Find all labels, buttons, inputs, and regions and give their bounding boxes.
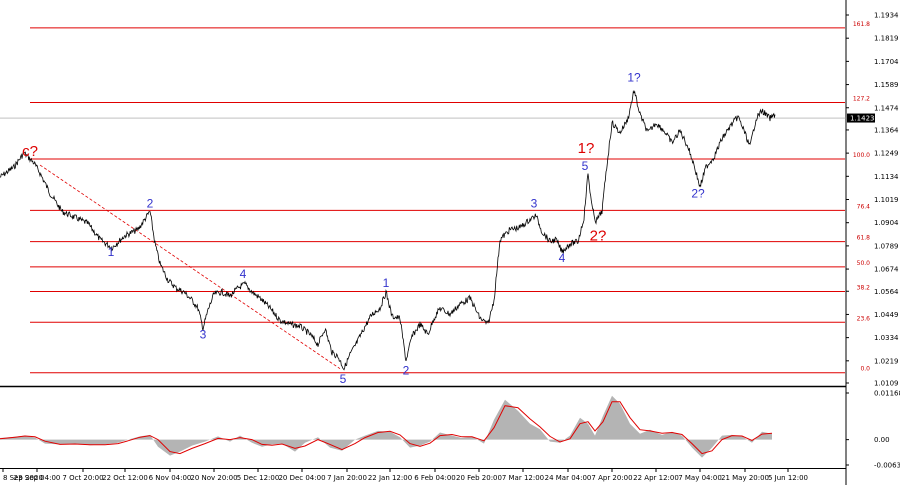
time-tick-label: 20 Nov 20:00 <box>190 474 237 482</box>
time-tick-label: 6 Nov 04:00 <box>149 474 192 482</box>
wave-label: 5 <box>340 372 347 386</box>
wave-label: 1? <box>578 140 595 157</box>
wave-label: 2? <box>590 228 607 245</box>
current-price-box <box>847 113 875 123</box>
fib-level-label: 23.6 <box>857 315 871 322</box>
trend-line <box>39 164 341 370</box>
price-tick-label: 1.1589 <box>874 81 899 89</box>
wave-label: 3 <box>200 327 207 341</box>
time-tick-label: 7 Mar 12:00 <box>502 474 544 482</box>
price-tick-label: 1.0219 <box>874 357 899 365</box>
fib-level-label: 161.8 <box>853 21 870 28</box>
indicator-pane: 0.01168 0.00 -0.00635 <box>0 390 900 470</box>
time-tick-label: 20 Dec 04:00 <box>278 474 325 482</box>
price-tick-label: 1.1819 <box>874 35 899 43</box>
fib-level-label: 50.0 <box>857 260 871 267</box>
price-tick-label: 1.0334 <box>874 334 899 342</box>
fib-level-label: 100.0 <box>853 152 870 159</box>
price-tick-label: 1.1364 <box>874 126 899 134</box>
time-tick-label: 23 Sep 04:00 <box>14 474 61 482</box>
wave-label: 3 <box>531 196 538 210</box>
fib-level-label: 38.2 <box>857 284 871 291</box>
wave-label: c? <box>22 143 38 160</box>
fib-level-label: 61.8 <box>857 235 871 242</box>
time-tick-label: 7 May 04:00 <box>678 474 722 482</box>
time-tick-label: 22 Apr 12:00 <box>633 474 679 482</box>
fib-level-label: 0.0 <box>860 366 870 373</box>
wave-label: 1? <box>627 70 641 84</box>
wave-label: 2 <box>147 196 154 210</box>
fib-level-label: 127.2 <box>853 96 870 103</box>
wave-label: 1 <box>108 245 115 259</box>
price-series-line <box>0 90 776 371</box>
price-tick-label: 1.0109 <box>874 380 899 388</box>
price-tick-label: 1.0449 <box>874 311 899 319</box>
time-tick-label: 7 Oct 20:00 <box>62 474 103 482</box>
price-tick-label: 1.1019 <box>874 196 899 204</box>
time-tick-label: 22 Oct 12:00 <box>102 474 148 482</box>
price-tick-label: 1.0674 <box>874 266 899 274</box>
indicator-tick-label: 0.00 <box>874 436 890 444</box>
time-tick-label: 20 Feb 20:00 <box>456 474 502 482</box>
wave-label: 4 <box>240 267 247 281</box>
time-tick-label: 6 Feb 04:00 <box>414 474 455 482</box>
price-tick-label: 1.0904 <box>874 219 899 227</box>
wave-label: 1 <box>383 276 390 290</box>
indicator-histogram <box>0 395 772 458</box>
wave-label: 5 <box>582 159 589 173</box>
wave-label: 2? <box>691 186 705 200</box>
price-tick-label: 1.1474 <box>874 104 899 112</box>
time-tick-label: 7 Jan 20:00 <box>327 474 367 482</box>
price-tick-label: 1.1249 <box>874 150 899 158</box>
price-tick-label: 1.0789 <box>874 242 899 250</box>
time-tick-label: 22 Jan 12:00 <box>368 474 412 482</box>
time-tick-label: 7 Apr 20:00 <box>591 474 632 482</box>
price-tick-label: 1.1934 <box>874 12 899 20</box>
time-tick-label: 24 Mar 04:00 <box>545 474 592 482</box>
time-tick-label: 5 Dec 12:00 <box>237 474 280 482</box>
time-tick-label: 8 Sep 2020 <box>3 474 43 482</box>
fib-level-label: 76.4 <box>857 203 871 210</box>
time-tick-label: 5 Jun 12:00 <box>768 474 808 482</box>
wave-label: 2 <box>403 364 410 378</box>
price-tick-label: 1.1134 <box>874 173 899 181</box>
price-tick-label: 1.1704 <box>874 58 899 66</box>
indicator-tick-label: 0.01168 <box>874 390 900 398</box>
current-price-label: 1.1423 <box>850 115 875 123</box>
indicator-signal-line <box>0 401 773 455</box>
price-tick-label: 1.0564 <box>874 288 899 296</box>
wave-label: 4 <box>559 251 566 265</box>
time-tick-label: 21 May 20:00 <box>721 474 769 482</box>
indicator-tick-label: -0.00635 <box>874 462 900 470</box>
